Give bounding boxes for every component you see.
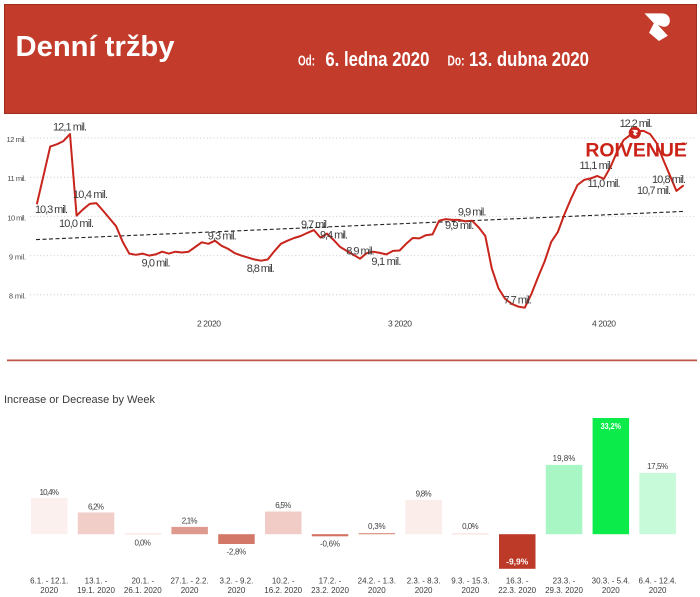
svg-text:12,1 mil.: 12,1 mil. [53,122,87,134]
svg-text:3.2. - 9.2.: 3.2. - 9.2. [220,577,254,586]
svg-text:9,3 mil.: 9,3 mil. [208,230,237,242]
svg-text:2020: 2020 [649,586,667,595]
svg-text:11,0 mil.: 11,0 mil. [588,178,621,190]
svg-text:10,3 mil.: 10,3 mil. [35,204,68,216]
svg-text:12,2 mil.: 12,2 mil. [620,118,653,130]
svg-text:11,1 mil.: 11,1 mil. [580,160,614,172]
svg-text:4 2020: 4 2020 [592,318,616,328]
svg-text:17.2. -: 17.2. - [319,577,342,586]
svg-text:2020: 2020 [415,586,433,595]
svg-text:6,2%: 6,2% [88,503,104,512]
svg-text:-0,6%: -0,6% [320,540,340,549]
svg-text:13. dubna 2020: 13. dubna 2020 [469,49,589,71]
svg-text:8 mil.: 8 mil. [9,292,26,301]
svg-text:2 2020: 2 2020 [197,318,221,328]
svg-text:9.3. - 15.3.: 9.3. - 15.3. [451,577,489,586]
svg-text:11 mil.: 11 mil. [7,174,26,183]
svg-text:30.3. - 5.4.: 30.3. - 5.4. [592,577,630,586]
svg-text:10.2. -: 10.2. - [272,577,295,586]
svg-text:2020: 2020 [602,586,620,595]
svg-text:2020: 2020 [228,586,246,595]
svg-text:2020: 2020 [462,586,480,595]
svg-text:9 mil.: 9 mil. [9,253,26,262]
svg-text:16.3. -: 16.3. - [506,577,529,586]
svg-text:16.2. 2020: 16.2. 2020 [264,586,302,595]
svg-text:Od:: Od: [298,53,315,69]
svg-text:23.2. 2020: 23.2. 2020 [311,586,349,595]
svg-text:10,4%: 10,4% [39,488,59,497]
svg-text:10,8 mil.: 10,8 mil. [652,174,686,186]
svg-text:-9,9%: -9,9% [506,558,528,567]
svg-text:20.1. -: 20.1. - [131,577,154,586]
svg-text:Do:: Do: [448,53,465,69]
svg-text:ROIVENUE: ROIVENUE [585,140,687,161]
svg-text:19,8%: 19,8% [553,454,576,463]
svg-text:Increase or Decrease by Week: Increase or Decrease by Week [4,394,155,406]
svg-text:8,9 mil.: 8,9 mil. [346,246,374,258]
svg-text:2020: 2020 [181,586,199,595]
svg-text:9,8%: 9,8% [416,489,432,498]
svg-text:23.3. -: 23.3. - [553,577,576,586]
svg-text:12 mil.: 12 mil. [7,135,27,144]
svg-text:9,0 mil.: 9,0 mil. [142,258,171,270]
svg-text:8,8 mil.: 8,8 mil. [247,263,275,275]
svg-text:6.1. - 12.1.: 6.1. - 12.1. [30,577,68,586]
svg-text:13.1. -: 13.1. - [85,577,108,586]
svg-text:2020: 2020 [368,586,386,595]
svg-text:9,4 mil.: 9,4 mil. [320,229,348,241]
svg-text:6. ledna 2020: 6. ledna 2020 [325,49,429,71]
svg-text:6,5%: 6,5% [275,501,291,510]
svg-text:-2,8%: -2,8% [227,548,247,557]
svg-text:9,9 mil.: 9,9 mil. [458,207,487,219]
svg-text:26.1. 2020: 26.1. 2020 [124,586,162,595]
svg-text:10,0 mil.: 10,0 mil. [59,218,94,230]
svg-text:3 2020: 3 2020 [388,318,412,328]
svg-text:10 mil.: 10 mil. [7,213,26,222]
svg-text:10,4 mil.: 10,4 mil. [73,189,108,201]
svg-text:6.4. - 12.4.: 6.4. - 12.4. [638,577,676,586]
svg-text:22.3. 2020: 22.3. 2020 [498,586,536,595]
svg-text:9,9 mil.: 9,9 mil. [445,220,474,232]
svg-text:Denní tržby: Denní tržby [16,31,175,63]
svg-text:17,5%: 17,5% [647,462,668,471]
svg-text:19.1. 2020: 19.1. 2020 [77,586,115,595]
svg-text:27.1. - 2.2.: 27.1. - 2.2. [170,577,208,586]
svg-text:10,7 mil.: 10,7 mil. [637,185,671,197]
svg-text:33,2%: 33,2% [601,422,621,431]
svg-text:™: ™ [682,142,689,149]
svg-text:2020: 2020 [40,586,58,595]
svg-text:2,1%: 2,1% [182,516,198,525]
svg-text:0,0%: 0,0% [462,522,479,531]
svg-text:9,7 mil.: 9,7 mil. [301,219,329,231]
svg-text:0,0%: 0,0% [135,539,152,548]
svg-text:2.3. - 8.3.: 2.3. - 8.3. [407,577,441,586]
svg-text:29.3. 2020: 29.3. 2020 [545,586,583,595]
svg-text:24.2. - 1.3.: 24.2. - 1.3. [358,577,396,586]
svg-text:7,7 mil.: 7,7 mil. [504,295,532,307]
svg-text:9,1 mil.: 9,1 mil. [371,256,401,268]
svg-text:0,3%: 0,3% [368,522,386,531]
